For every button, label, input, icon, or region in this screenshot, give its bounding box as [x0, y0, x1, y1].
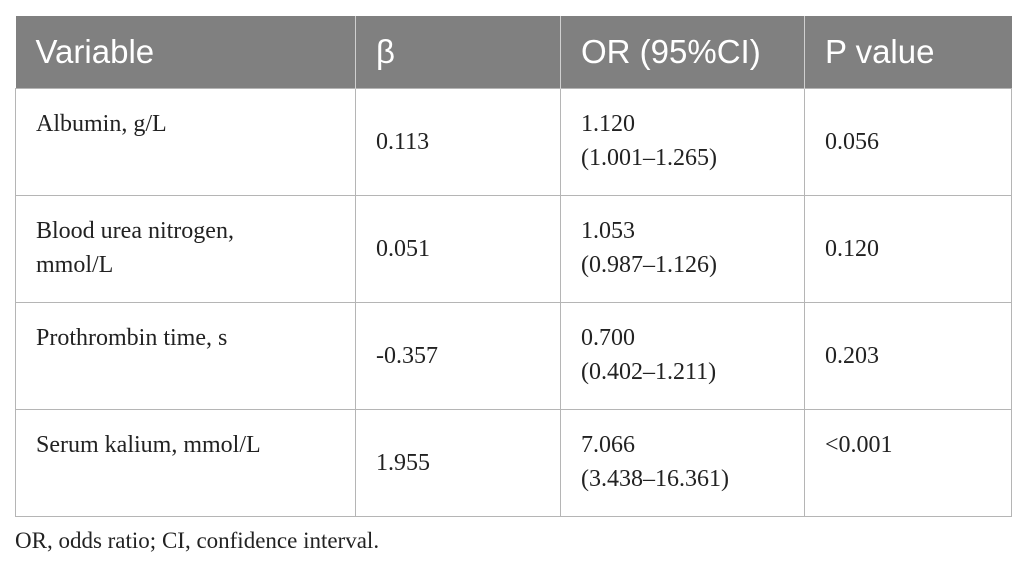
- table-row: Serum kalium, mmol/L 1.955 7.066 (3.438–…: [15, 408, 1012, 517]
- variable-text: mmol/L: [36, 251, 114, 278]
- cell-beta: -0.357: [355, 301, 561, 410]
- cell-p-value: 0.056: [804, 87, 1012, 196]
- cell-variable: Blood urea nitrogen, mmol/L: [15, 194, 356, 303]
- cell-p-value: 0.203: [804, 301, 1012, 410]
- regression-table: Variable β OR (95%CI) P value Albumin, g…: [15, 16, 1012, 517]
- cell-beta: 0.113: [355, 87, 561, 196]
- ci-value: (0.987–1.126): [581, 251, 717, 278]
- regression-table-container: Variable β OR (95%CI) P value Albumin, g…: [15, 16, 1012, 517]
- table-row: Prothrombin time, s -0.357 0.700 (0.402–…: [15, 301, 1012, 410]
- header-variable: Variable: [15, 16, 356, 88]
- cell-beta: 1.955: [355, 408, 561, 517]
- table-row: Blood urea nitrogen, mmol/L 0.051 1.053 …: [15, 194, 1012, 303]
- table-row: Albumin, g/L 0.113 1.120 (1.001–1.265) 0…: [15, 87, 1012, 196]
- cell-or-ci: 0.700 (0.402–1.211): [560, 301, 805, 410]
- table-footnote: OR, odds ratio; CI, confidence interval.: [15, 528, 380, 553]
- cell-beta: 0.051: [355, 194, 561, 303]
- variable-text: Serum kalium, mmol/L: [36, 431, 261, 458]
- ci-value: (0.402–1.211): [581, 358, 717, 385]
- header-beta: β: [355, 16, 561, 88]
- variable-text: Albumin, g/L: [36, 110, 167, 137]
- or-value: 1.120: [581, 110, 635, 137]
- or-value: 0.700: [581, 324, 635, 351]
- or-value: 1.053: [581, 217, 635, 244]
- ci-value: (3.438–16.361): [581, 465, 729, 492]
- cell-variable: Prothrombin time, s: [15, 301, 356, 410]
- cell-p-value: 0.120: [804, 194, 1012, 303]
- variable-text: Prothrombin time, s: [36, 324, 228, 351]
- header-or-ci: OR (95%CI): [560, 16, 805, 88]
- ci-value: (1.001–1.265): [581, 144, 717, 171]
- header-p-value: P value: [804, 16, 1012, 88]
- cell-variable: Albumin, g/L: [15, 87, 356, 196]
- variable-text: Blood urea nitrogen,: [36, 217, 234, 244]
- cell-p-value: <0.001: [804, 408, 1012, 517]
- cell-or-ci: 7.066 (3.438–16.361): [560, 408, 805, 517]
- or-value: 7.066: [581, 431, 635, 458]
- table-header-row: Variable β OR (95%CI) P value: [15, 16, 1012, 88]
- cell-variable: Serum kalium, mmol/L: [15, 408, 356, 517]
- cell-or-ci: 1.120 (1.001–1.265): [560, 87, 805, 196]
- cell-or-ci: 1.053 (0.987–1.126): [560, 194, 805, 303]
